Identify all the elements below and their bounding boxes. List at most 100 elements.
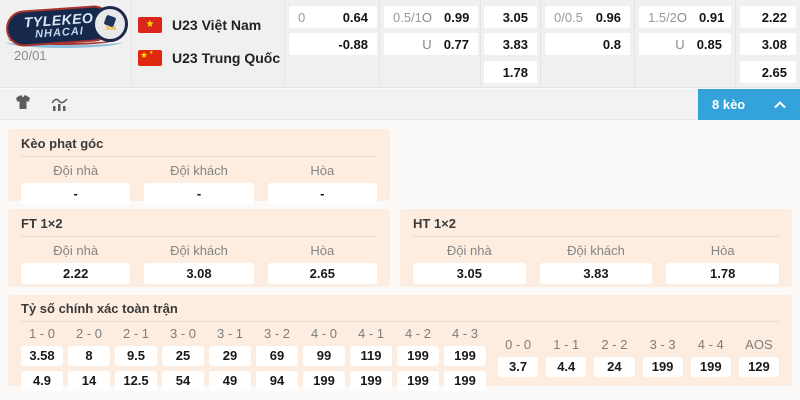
onextwo2-draw-cell[interactable]: 2.65	[740, 61, 796, 83]
score-odds[interactable]: 94	[256, 371, 298, 391]
overunder2-line: 1.5/2	[648, 9, 677, 25]
handicap2-home-odds: 0.96	[595, 9, 621, 25]
handicap2-home-odds-cell[interactable]: 0/0.5 0.96	[545, 6, 630, 28]
corner-away-odds[interactable]: -	[144, 183, 254, 204]
ft-away-odds[interactable]: 3.08	[144, 263, 254, 284]
ft-home-odds[interactable]: 2.22	[21, 263, 131, 284]
handicap2-away-odds-cell[interactable]: 0.8	[545, 33, 630, 55]
stats-chart-icon[interactable]	[50, 95, 70, 113]
markets-content: Kèo phạt góc Đội nhà Đội khách Hòa - - -…	[0, 121, 800, 400]
ft-draw-odds[interactable]: 2.65	[267, 263, 377, 284]
score-odds[interactable]: 199	[397, 371, 439, 391]
handicap1-home-odds-cell[interactable]: 0 0.64	[289, 6, 377, 28]
score-header: 4 - 4	[697, 337, 724, 352]
site-logo[interactable]: TYLEKEO NHACAI .VIN	[4, 4, 128, 64]
score-odds[interactable]: 199	[444, 371, 486, 391]
markets-count-label: 8 kèo	[712, 97, 746, 112]
odds-header: TYLEKEO NHACAI .VIN 20/01 ★ U23 Việt Nam…	[0, 0, 800, 88]
score-header: 4 - 1	[357, 326, 384, 341]
overunder1-over-cell[interactable]: 0.5/1 O 0.99	[384, 6, 478, 28]
score-odds[interactable]: 24	[594, 357, 635, 377]
score-odds[interactable]: 99	[303, 346, 345, 366]
score-odds[interactable]: 12.5	[115, 371, 157, 391]
handicap1-line: 0	[298, 9, 306, 25]
score-odds[interactable]: 9.5	[115, 346, 157, 366]
away-team-row: ★ ★ U23 Trung Quốc	[138, 50, 280, 66]
corner-kicks-section: Kèo phạt góc Đội nhà Đội khách Hòa - - -	[8, 129, 390, 204]
onextwo2-away-cell[interactable]: 3.08	[740, 33, 796, 55]
overunder1-over-odds: 0.99	[444, 9, 470, 25]
score-odds[interactable]: 25	[162, 346, 204, 366]
score-odds[interactable]: 199	[397, 346, 439, 366]
home-col-header: Đội nhà	[53, 243, 99, 258]
score-odds[interactable]: 199	[642, 357, 683, 377]
score-odds[interactable]: 199	[444, 346, 486, 366]
over-label: O	[421, 9, 433, 25]
score-odds[interactable]: 199	[690, 357, 731, 377]
overunder2-under-odds: 0.85	[696, 36, 722, 52]
overunder1-under-cell[interactable]: U 0.77	[384, 33, 478, 55]
away-col-header: Đội khách	[170, 243, 228, 258]
away-team-name: U23 Trung Quốc	[172, 50, 281, 66]
score-odds[interactable]: 14	[68, 371, 110, 391]
correct-score-main-grid: 1 - 0 2 - 0 2 - 1 3 - 0 3 - 1 3 - 2 4 - …	[21, 326, 486, 391]
divider	[735, 0, 736, 88]
ht-draw-odds[interactable]: 1.78	[666, 263, 779, 284]
draw-col-header: Hòa	[310, 163, 335, 178]
draw-col-header: Hòa	[310, 243, 335, 258]
score-header: 4 - 0	[310, 326, 337, 341]
score-odds[interactable]: 3.58	[21, 346, 63, 366]
match-date: 20/01	[14, 48, 47, 63]
score-header: 4 - 2	[404, 326, 431, 341]
score-header: 2 - 0	[75, 326, 102, 341]
onextwo2-home-odds: 2.22	[761, 9, 787, 25]
handicap1-away-odds-cell[interactable]: -0.88	[289, 33, 377, 55]
score-header: 2 - 1	[122, 326, 149, 341]
overunder1-line: 0.5/1	[393, 9, 422, 25]
score-odds[interactable]: 54	[162, 371, 204, 391]
ht-home-odds[interactable]: 3.05	[413, 263, 526, 284]
overunder2-under-cell[interactable]: U 0.85	[639, 33, 731, 55]
score-odds[interactable]: 119	[350, 346, 392, 366]
onextwo1-away-cell[interactable]: 3.83	[484, 33, 537, 55]
onextwo1-draw-cell[interactable]: 1.78	[484, 61, 537, 83]
jersey-icon[interactable]	[13, 95, 33, 113]
handicap1-away-odds: -0.88	[338, 36, 368, 52]
onextwo1-home-cell[interactable]: 3.05	[484, 6, 537, 28]
corner-draw-odds[interactable]: -	[267, 183, 377, 204]
score-odds[interactable]: 29	[209, 346, 251, 366]
corner-home-odds[interactable]: -	[21, 183, 131, 204]
onextwo2-away-odds: 3.08	[761, 36, 787, 52]
overunder2-over-cell[interactable]: 1.5/2 O 0.91	[639, 6, 731, 28]
ht-1x2-section: HT 1×2 Đội nhà Đội khách Hòa 3.05 3.83 1…	[400, 209, 792, 287]
score-header: 3 - 2	[263, 326, 290, 341]
score-header: 3 - 0	[169, 326, 196, 341]
corner-kicks-title: Kèo phạt góc	[21, 136, 377, 157]
onextwo2-home-cell[interactable]: 2.22	[740, 6, 796, 28]
soccer-ball-icon: .VIN	[92, 6, 128, 42]
home-col-header: Đội nhà	[53, 163, 99, 178]
score-header: 3 - 3	[649, 337, 676, 352]
score-odds[interactable]: 8	[68, 346, 110, 366]
score-odds[interactable]: 69	[256, 346, 298, 366]
ht-1x2-title: HT 1×2	[413, 216, 779, 237]
score-odds[interactable]: 49	[209, 371, 251, 391]
ht-away-odds[interactable]: 3.83	[539, 263, 653, 284]
chevron-up-icon	[774, 100, 786, 108]
onextwo2-draw-odds: 2.65	[761, 64, 787, 80]
score-odds[interactable]: 199	[303, 371, 345, 391]
score-odds[interactable]: 199	[350, 371, 392, 391]
score-odds[interactable]: 3.7	[498, 357, 539, 377]
markets-count-button[interactable]: 8 kèo	[698, 89, 800, 120]
score-odds[interactable]: 4.4	[546, 357, 587, 377]
score-odds[interactable]: 129	[738, 357, 779, 377]
logo-text-line2: NHACAI	[34, 24, 85, 41]
onextwo1-away-odds: 3.83	[502, 36, 528, 52]
correct-score-draw-grid: 0 - 0 1 - 1 2 - 2 3 - 3 4 - 4 AOS 3.7 4.…	[498, 337, 779, 391]
over-label: O	[676, 9, 688, 25]
score-header: 1 - 1	[553, 337, 580, 352]
divider	[284, 0, 285, 88]
score-odds[interactable]: 4.9	[21, 371, 63, 391]
correct-score-section: Tỷ số chính xác toàn trận 1 - 0 2 - 0 2 …	[8, 295, 792, 391]
